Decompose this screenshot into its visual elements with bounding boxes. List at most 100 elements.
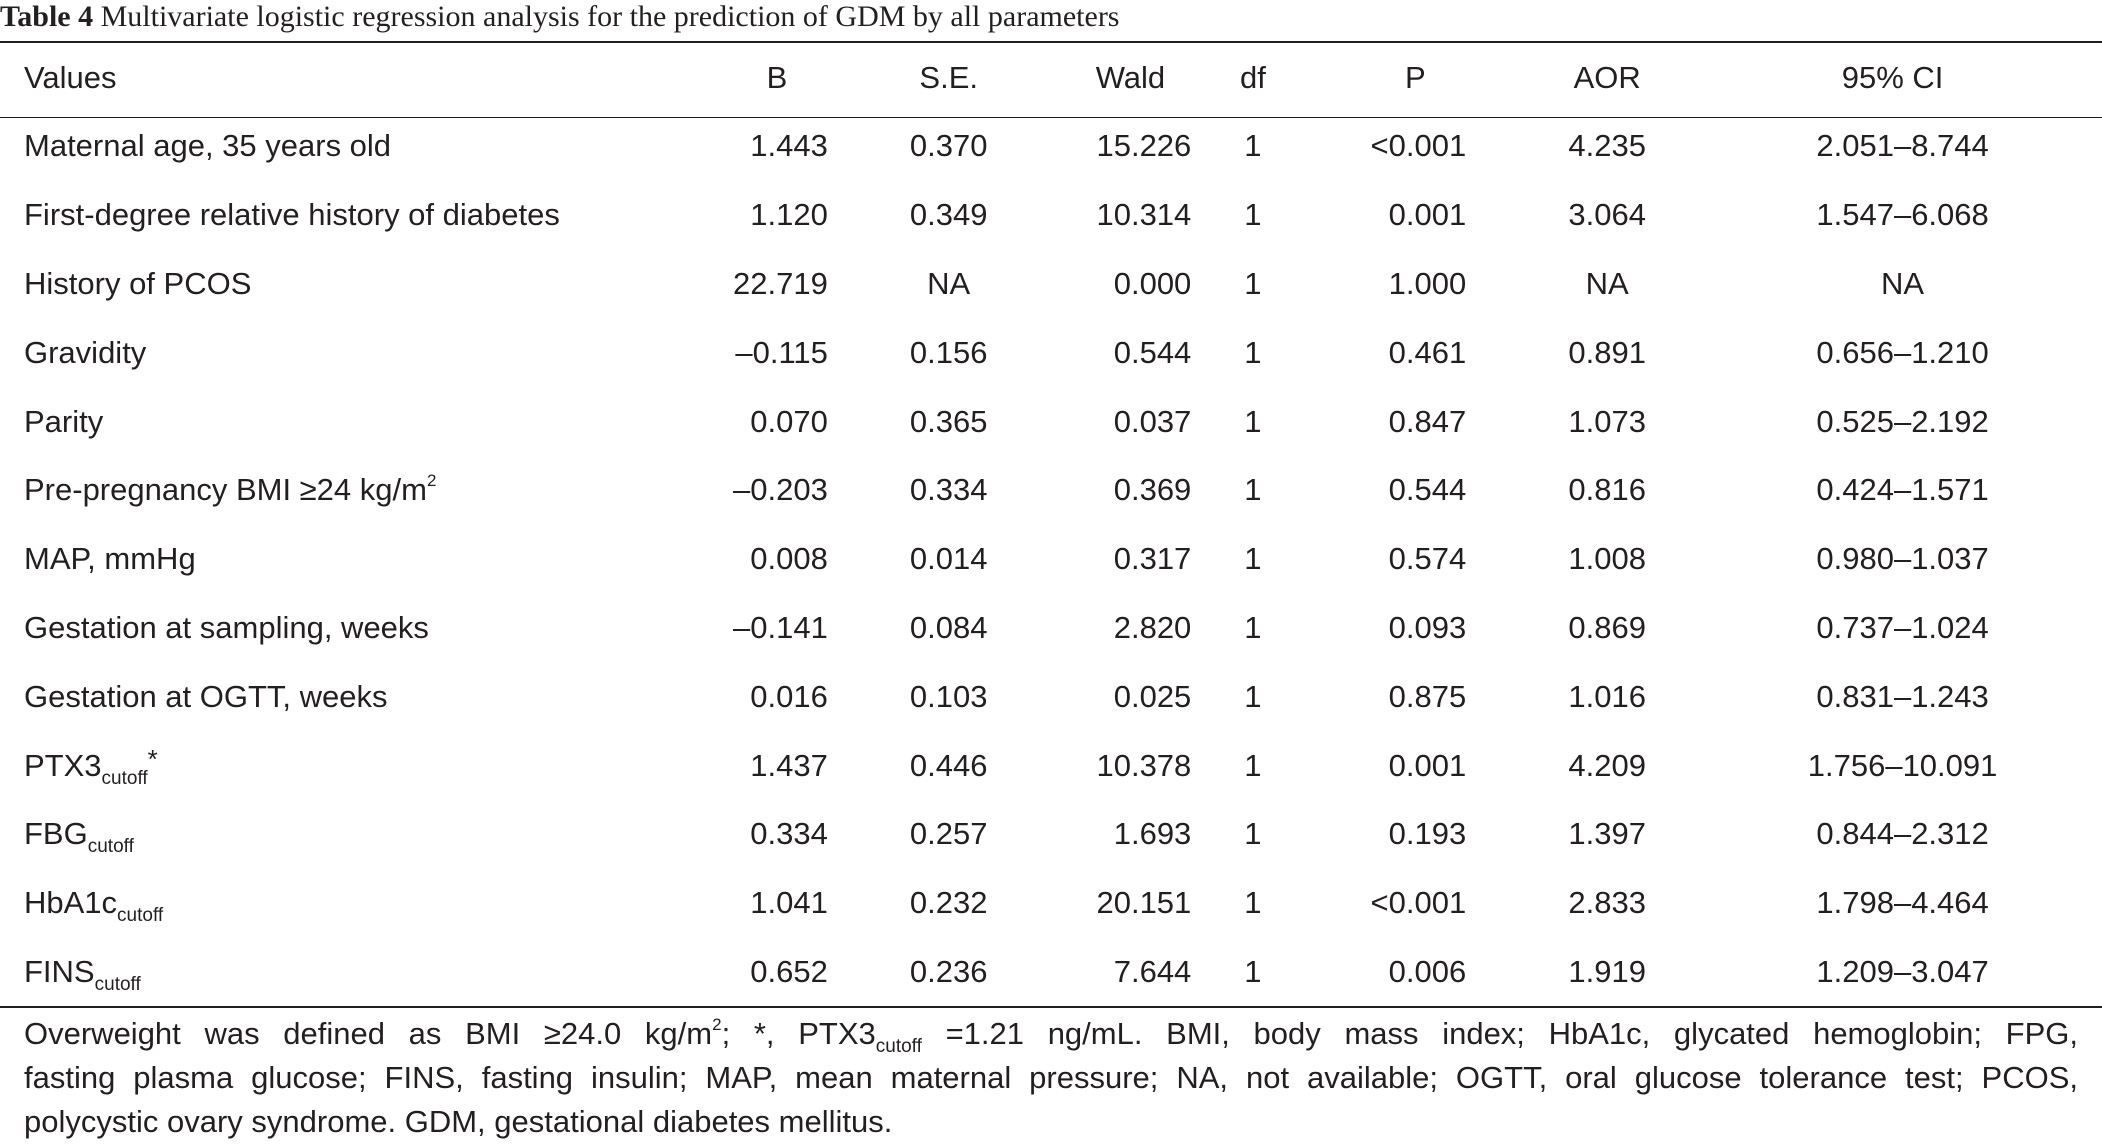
cell-p: 0.006 xyxy=(1388,953,1467,989)
cell-aor: 2.833 xyxy=(1568,885,1646,921)
table-row: Gravidity –0.115 0.156 0.544 1 0.461 0.891 0.65… xyxy=(0,318,2102,387)
header-ci: 95% CI xyxy=(1841,59,1944,95)
cell-df: 1 xyxy=(1244,816,1262,852)
table-row: MAP, mmHg 0.008 0.014 0.317 1 0.574 1.008 0.980… xyxy=(0,525,2102,594)
table-row: FBGcutoff 0.334 0.257 1.693 1 0.193 1.397 0.844… xyxy=(0,800,2102,869)
row-label-text: History of PCOS xyxy=(24,265,252,301)
table-body: Maternal age, 35 years old 1.443 0.370 15.2… xyxy=(0,112,2102,1006)
cell-se: 0.236 xyxy=(909,953,988,989)
cell-df: 1 xyxy=(1244,128,1262,164)
header-p: P xyxy=(1404,59,1426,95)
cell-se: 0.156 xyxy=(909,334,988,370)
cell-ci: 0.424–1.571 xyxy=(1816,472,1989,508)
cell-se: 0.370 xyxy=(909,128,988,164)
row-label-text: HbA1c xyxy=(24,885,118,921)
cell-aor: NA xyxy=(1585,265,1629,301)
cell-b: 1.120 xyxy=(750,197,828,233)
table-top-rule xyxy=(0,41,2102,43)
cell-df: 1 xyxy=(1244,197,1262,233)
cell-p: 0.574 xyxy=(1388,541,1467,577)
header-aor: AOR xyxy=(1573,59,1641,95)
cell-se: 0.365 xyxy=(909,403,988,439)
table-row: HbA1ccutoff 1.041 0.232 20.151 1 <0.001 2.833 1… xyxy=(0,869,2102,938)
row-label: Gravidity xyxy=(0,318,646,387)
table-bottom-rule xyxy=(0,1006,2102,1008)
cell-p: <0.001 xyxy=(1370,128,1467,164)
cell-ci: 2.051–8.744 xyxy=(1816,128,1989,164)
row-label-subscript: cutoff xyxy=(87,836,134,858)
cell-se: 0.334 xyxy=(909,472,988,508)
row-label: History of PCOS xyxy=(0,250,646,319)
cell-ci: 0.980–1.037 xyxy=(1816,541,1989,577)
row-label-text: FINS xyxy=(24,953,95,989)
cell-wald: 7.644 xyxy=(1113,953,1192,989)
row-label-subscript: cutoff xyxy=(101,767,148,789)
cell-b: 0.008 xyxy=(750,541,828,577)
cell-aor: 0.891 xyxy=(1568,334,1646,370)
cell-wald: 2.820 xyxy=(1113,609,1192,645)
table-row: Gestation at sampling, weeks –0.141 0.084 2… xyxy=(0,594,2102,663)
row-label: HbA1ccutoff xyxy=(0,869,646,938)
header-b: B xyxy=(766,59,788,95)
row-label-text: Gestation at OGTT, weeks xyxy=(24,678,388,714)
cell-p: 0.847 xyxy=(1388,403,1467,439)
cell-se: 0.084 xyxy=(909,609,988,645)
cell-aor: 1.073 xyxy=(1568,403,1646,439)
row-label-text: Gravidity xyxy=(24,334,147,370)
row-label-marker: * xyxy=(147,743,158,774)
cell-b: 0.652 xyxy=(750,953,828,989)
cell-ci: 0.656–1.210 xyxy=(1816,334,1989,370)
header-row: Values B S.E. Wald df P AOR 95% CI xyxy=(0,43,2102,112)
row-label: Gestation at OGTT, weeks xyxy=(0,662,646,731)
footnote-line-1-sub: cutoff xyxy=(875,1036,922,1057)
header-df: df xyxy=(1239,59,1266,95)
row-label-text: Pre-pregnancy BMI ≥24 kg/m xyxy=(24,472,427,508)
row-label: PTX3cutoff* xyxy=(0,731,646,800)
cell-b: 1.437 xyxy=(750,747,828,783)
table-caption-label: Table 4 xyxy=(0,0,94,33)
footnote-line-1-a: Overweight was defined as BMI ≥24.0 kg/m xyxy=(24,1016,713,1051)
cell-df: 1 xyxy=(1244,747,1262,783)
row-label-text: First-degree relative history of diabete… xyxy=(24,197,560,233)
row-label-text: Gestation at sampling, weeks xyxy=(24,609,429,645)
table-header: Values B S.E. Wald df P AOR 95% CI xyxy=(0,43,2102,112)
row-label-text: Maternal age, 35 years old xyxy=(24,128,392,164)
row-label-superscript: 2 xyxy=(426,471,437,491)
cell-se: 0.232 xyxy=(909,885,988,921)
row-label: FINScutoff xyxy=(0,938,646,1007)
cell-wald: 0.544 xyxy=(1113,334,1192,370)
row-label: FBGcutoff xyxy=(0,800,646,869)
cell-b: 1.443 xyxy=(750,128,828,164)
cell-wald: 0.037 xyxy=(1113,403,1192,439)
table-header-rule xyxy=(0,117,2102,118)
cell-b: –0.115 xyxy=(735,334,828,370)
footnote-line-1-b: ; *, PTX3 xyxy=(721,1016,876,1051)
cell-wald: 0.025 xyxy=(1113,678,1192,714)
cell-wald: 15.226 xyxy=(1096,128,1192,164)
cell-wald: 20.151 xyxy=(1096,885,1192,921)
cell-p: 0.875 xyxy=(1388,678,1467,714)
table-row: History of PCOS 22.719 NA 0.000 1 1.000 NA NA xyxy=(0,250,2102,319)
cell-p: 1.000 xyxy=(1388,265,1467,301)
cell-aor: 1.919 xyxy=(1568,953,1646,989)
cell-wald: 10.378 xyxy=(1096,747,1192,783)
cell-wald: 0.369 xyxy=(1113,472,1192,508)
header-wald: Wald xyxy=(1095,59,1166,95)
cell-ci: 1.547–6.068 xyxy=(1816,197,1989,233)
table-row: Pre-pregnancy BMI ≥24 kg/m2 –0.203 0.334 0.… xyxy=(0,456,2102,525)
header-se: S.E. xyxy=(919,59,979,95)
table-row: Gestation at OGTT, weeks 0.016 0.103 0.025 1… xyxy=(0,662,2102,731)
row-label: Gestation at sampling, weeks xyxy=(0,594,646,663)
cell-wald: 10.314 xyxy=(1096,197,1192,233)
cell-df: 1 xyxy=(1244,953,1262,989)
cell-b: 0.334 xyxy=(750,816,828,852)
cell-se: 0.257 xyxy=(909,816,988,852)
cell-aor: 1.008 xyxy=(1568,541,1646,577)
cell-aor: 0.816 xyxy=(1568,472,1646,508)
cell-ci: 1.756–10.091 xyxy=(1807,747,1998,783)
cell-p: <0.001 xyxy=(1370,885,1467,921)
table-footnote: Overweight was defined as BMI ≥24.0 kg/m… xyxy=(24,1012,2078,1144)
cell-b: –0.141 xyxy=(733,609,828,645)
cell-b: 0.070 xyxy=(750,403,828,439)
table-caption-title: Multivariate logistic regression analysi… xyxy=(100,0,1120,33)
